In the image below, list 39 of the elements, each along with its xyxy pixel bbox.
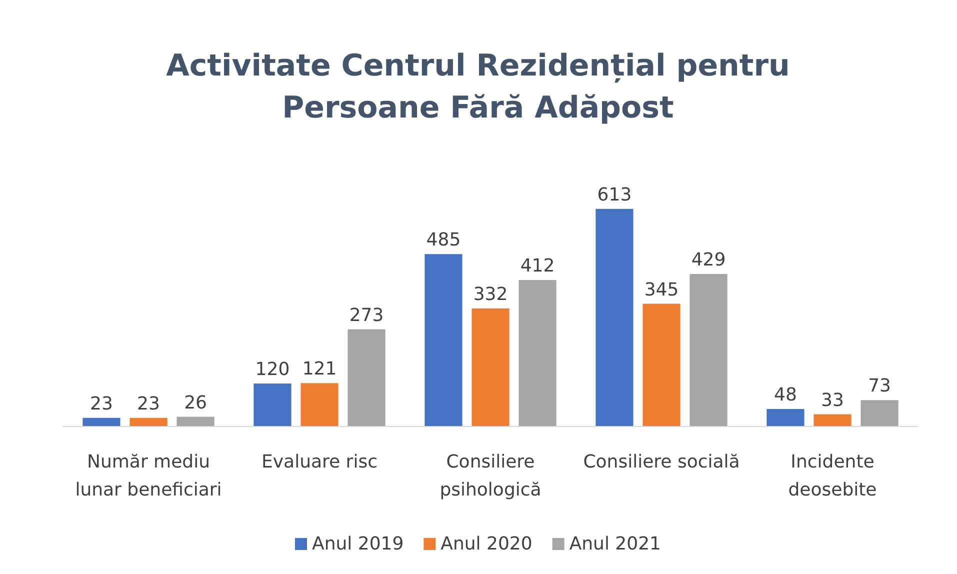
data-label: 120 xyxy=(255,358,290,380)
bar xyxy=(860,400,898,426)
bar xyxy=(642,304,680,426)
bar xyxy=(82,418,120,426)
bar xyxy=(130,418,168,426)
data-label: 273 xyxy=(349,304,384,326)
data-label: 429 xyxy=(691,250,726,271)
data-label: 23 xyxy=(90,393,113,414)
bar xyxy=(766,408,804,426)
x-tick-label: Evaluare risc xyxy=(262,452,378,472)
bar xyxy=(176,416,214,426)
x-tick-label: Incidente deosebite xyxy=(788,452,877,500)
data-label: 23 xyxy=(137,393,160,414)
bar xyxy=(472,308,510,426)
bar xyxy=(254,383,292,426)
legend-label: Anul 2019 xyxy=(312,534,404,554)
data-label: 73 xyxy=(868,376,891,397)
bar xyxy=(348,329,386,426)
x-tick-label: Consiliere psihologică xyxy=(440,452,542,500)
bar xyxy=(814,414,852,426)
x-tick-label: Consiliere socială xyxy=(583,452,740,472)
legend-label: Anul 2021 xyxy=(569,534,662,554)
data-label: 613 xyxy=(597,184,632,206)
bar xyxy=(596,208,634,426)
data-label: 26 xyxy=(184,392,207,414)
bar xyxy=(518,280,556,426)
data-label: 332 xyxy=(473,284,508,305)
x-tick-label: Număr mediu lunar beneficiari xyxy=(75,452,222,500)
bar xyxy=(300,383,338,426)
data-label: 412 xyxy=(520,256,555,277)
bar xyxy=(424,254,462,426)
bar xyxy=(690,274,728,426)
legend-label: Anul 2020 xyxy=(440,534,532,554)
data-label: 485 xyxy=(426,230,461,251)
data-label: 121 xyxy=(302,358,337,380)
data-label: 48 xyxy=(774,384,797,406)
data-label: 345 xyxy=(644,279,679,300)
chart-title: Activitate Centrul Rezidențial pentru Persoane Fără Adăpost xyxy=(166,48,790,126)
data-label: 33 xyxy=(821,390,844,411)
